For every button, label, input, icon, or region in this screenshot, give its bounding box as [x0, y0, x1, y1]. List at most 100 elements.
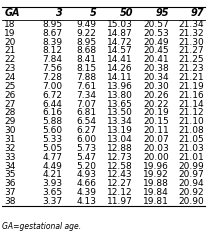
- Text: 20.07: 20.07: [143, 135, 169, 144]
- Text: 3: 3: [56, 8, 63, 18]
- Text: 31: 31: [4, 135, 16, 144]
- Text: 97: 97: [191, 8, 204, 18]
- Text: 19: 19: [4, 29, 16, 38]
- Text: 20.92: 20.92: [179, 188, 204, 197]
- Text: th: th: [0, 233, 1, 234]
- Text: 8.95: 8.95: [43, 20, 63, 29]
- Text: 20.41: 20.41: [144, 55, 169, 64]
- Text: 13.96: 13.96: [107, 82, 133, 91]
- Text: 37: 37: [4, 188, 16, 197]
- Text: 3.65: 3.65: [43, 188, 63, 197]
- Text: 7.00: 7.00: [43, 82, 63, 91]
- Text: 5.88: 5.88: [43, 117, 63, 126]
- Text: 4.77: 4.77: [43, 153, 63, 162]
- Text: 21.23: 21.23: [179, 64, 204, 73]
- Text: 20.11: 20.11: [143, 126, 169, 135]
- Text: 7.34: 7.34: [77, 91, 97, 100]
- Text: 7.61: 7.61: [76, 82, 97, 91]
- Text: th: th: [0, 233, 1, 234]
- Text: 21.16: 21.16: [178, 91, 204, 100]
- Text: 13.50: 13.50: [107, 108, 133, 117]
- Text: 5.47: 5.47: [77, 153, 97, 162]
- Text: 5.73: 5.73: [76, 144, 97, 153]
- Text: 21.21: 21.21: [179, 73, 204, 82]
- Text: 19.92: 19.92: [143, 170, 169, 179]
- Text: 14.87: 14.87: [107, 29, 133, 38]
- Text: 3.37: 3.37: [43, 197, 63, 206]
- Text: GA: GA: [4, 8, 20, 18]
- Text: 4.13: 4.13: [77, 197, 97, 206]
- Text: 12.27: 12.27: [107, 179, 133, 188]
- Text: 20.15: 20.15: [143, 117, 169, 126]
- Text: 6.00: 6.00: [76, 135, 97, 144]
- Text: 95: 95: [156, 8, 169, 18]
- Text: 13.04: 13.04: [107, 135, 133, 144]
- Text: 21.25: 21.25: [179, 55, 204, 64]
- Text: 6.27: 6.27: [77, 126, 97, 135]
- Text: 21.30: 21.30: [178, 37, 204, 47]
- Text: 5.33: 5.33: [43, 135, 63, 144]
- Text: 4.66: 4.66: [77, 179, 97, 188]
- Text: 21.05: 21.05: [178, 135, 204, 144]
- Text: 21.10: 21.10: [178, 117, 204, 126]
- Text: 20.00: 20.00: [143, 153, 169, 162]
- Text: 13.65: 13.65: [107, 99, 133, 109]
- Text: 30: 30: [4, 126, 16, 135]
- Text: 5.20: 5.20: [77, 161, 97, 171]
- Text: 21: 21: [4, 46, 16, 55]
- Text: 20.53: 20.53: [143, 29, 169, 38]
- Text: 25: 25: [4, 82, 16, 91]
- Text: 20.34: 20.34: [144, 73, 169, 82]
- Text: 26: 26: [4, 91, 16, 100]
- Text: 12.43: 12.43: [107, 170, 133, 179]
- Text: 6.54: 6.54: [77, 117, 97, 126]
- Text: 6.44: 6.44: [43, 99, 63, 109]
- Text: 21.32: 21.32: [179, 29, 204, 38]
- Text: 7.56: 7.56: [43, 64, 63, 73]
- Text: 12.58: 12.58: [107, 161, 133, 171]
- Text: 19.81: 19.81: [143, 197, 169, 206]
- Text: 14.11: 14.11: [107, 73, 133, 82]
- Text: 7.07: 7.07: [76, 99, 97, 109]
- Text: 7.88: 7.88: [76, 73, 97, 82]
- Text: 7.28: 7.28: [43, 73, 63, 82]
- Text: 5: 5: [90, 8, 97, 18]
- Text: 21.14: 21.14: [179, 99, 204, 109]
- Text: 5.60: 5.60: [43, 126, 63, 135]
- Text: 20.94: 20.94: [179, 179, 204, 188]
- Text: 12.12: 12.12: [107, 188, 133, 197]
- Text: 19.88: 19.88: [143, 179, 169, 188]
- Text: 20.22: 20.22: [144, 99, 169, 109]
- Text: 32: 32: [4, 144, 16, 153]
- Text: 20.26: 20.26: [144, 91, 169, 100]
- Text: 14.57: 14.57: [107, 46, 133, 55]
- Text: 34: 34: [4, 161, 16, 171]
- Text: 21.34: 21.34: [179, 20, 204, 29]
- Text: 14.72: 14.72: [107, 37, 133, 47]
- Text: 6.81: 6.81: [76, 108, 97, 117]
- Text: 4.93: 4.93: [77, 170, 97, 179]
- Text: 7.84: 7.84: [43, 55, 63, 64]
- Text: 24: 24: [4, 73, 15, 82]
- Text: 13.19: 13.19: [107, 126, 133, 135]
- Text: 19.96: 19.96: [143, 161, 169, 171]
- Text: 21.01: 21.01: [178, 153, 204, 162]
- Text: 36: 36: [4, 179, 16, 188]
- Text: 5.05: 5.05: [43, 144, 63, 153]
- Text: 20.45: 20.45: [144, 46, 169, 55]
- Text: 6.72: 6.72: [43, 91, 63, 100]
- Text: 8.15: 8.15: [76, 64, 97, 73]
- Text: 20.38: 20.38: [143, 64, 169, 73]
- Text: 23: 23: [4, 64, 16, 73]
- Text: 20.90: 20.90: [178, 197, 204, 206]
- Text: 20.97: 20.97: [178, 170, 204, 179]
- Text: 27: 27: [4, 99, 16, 109]
- Text: 20: 20: [4, 37, 16, 47]
- Text: 8.39: 8.39: [43, 37, 63, 47]
- Text: 20.30: 20.30: [143, 82, 169, 91]
- Text: 8.95: 8.95: [76, 37, 97, 47]
- Text: GA=gestational age.: GA=gestational age.: [2, 222, 81, 231]
- Text: 4.39: 4.39: [77, 188, 97, 197]
- Text: 8.12: 8.12: [43, 46, 63, 55]
- Text: 14.26: 14.26: [107, 64, 133, 73]
